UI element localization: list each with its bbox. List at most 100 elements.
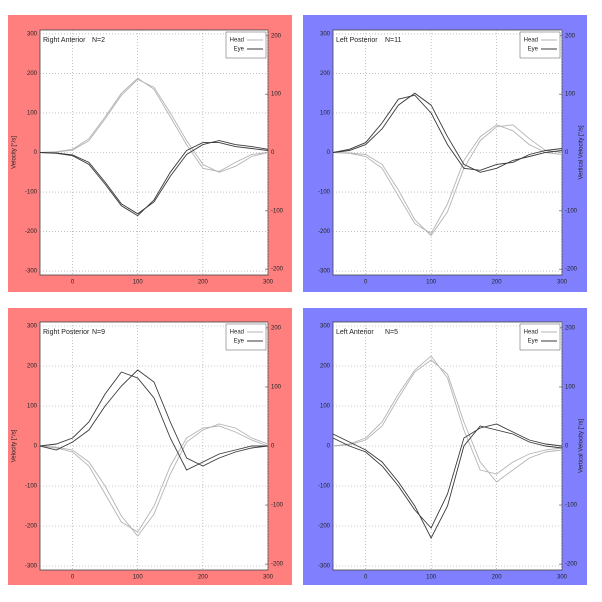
y-tick-label: -100: [318, 484, 331, 490]
legend-label: Eye: [528, 47, 539, 53]
y-tick-label: -300: [25, 269, 38, 275]
y-tick-label: -200: [25, 229, 38, 235]
trace: [40, 425, 268, 533]
x-tick-label: 300: [557, 575, 568, 581]
y2-tick-label: -100: [565, 503, 578, 509]
x-tick-label: 200: [492, 575, 503, 581]
trace: [333, 94, 562, 171]
y2-tick-label: 0: [271, 150, 275, 156]
y-tick-label: 300: [27, 32, 38, 38]
trace: [333, 92, 562, 173]
panel-annotation: N=9: [92, 329, 105, 336]
y-tick-label: 100: [320, 111, 331, 117]
legend-label: Eye: [234, 47, 245, 53]
y-tick-label: -100: [25, 484, 38, 490]
y-tick-label: -200: [25, 524, 38, 530]
y-tick-label: 0: [327, 444, 331, 450]
panel: 0 100 200 300 -300 -200 -100 0 100 200 300 -200 -100…: [8, 15, 292, 292]
trace: [40, 140, 268, 215]
traces: [333, 92, 562, 237]
trace: [40, 142, 268, 217]
x-tick-label: 200: [198, 575, 209, 581]
y2-tick-label: -100: [271, 208, 284, 214]
panel: 0 100 200 300 -300 -200 -100 0 100 200 300 -200 -100…: [8, 308, 292, 585]
x-tick-label: 0: [364, 280, 368, 286]
y2-tick-label: -200: [565, 562, 578, 568]
trace: [333, 423, 562, 529]
y2-tick-label: -100: [271, 503, 284, 509]
y2-tick-label: 0: [565, 444, 569, 450]
y2-tick-label: 100: [271, 92, 282, 98]
y-tick-label: 200: [27, 71, 38, 77]
y-tick-label: -200: [318, 229, 331, 235]
y2-tick-label: 100: [271, 385, 282, 391]
y-axis-label: Velocity [°/s]: [12, 136, 18, 169]
y-tick-label: -300: [318, 269, 331, 275]
x-tick-label: 100: [133, 575, 144, 581]
legend-box: [225, 323, 267, 351]
panel: 0 100 200 300 -300 -200 -100 0 100 200 300 -200 -100…: [303, 308, 587, 585]
x-tick-label: 300: [557, 280, 568, 286]
panel-annotation: N=11: [385, 37, 402, 44]
y-axis-label: Velocity [°/s]: [12, 429, 18, 462]
y2-tick-label: -200: [271, 562, 284, 568]
trace: [40, 423, 268, 537]
y2-tick-label: -200: [271, 267, 284, 273]
trace: [333, 425, 562, 539]
y2-tick-label: -100: [565, 208, 578, 214]
legend-label: Head: [524, 38, 538, 44]
legend-box: [519, 323, 561, 351]
y2-tick-label: 0: [565, 150, 569, 156]
y-tick-label: 200: [320, 71, 331, 77]
trace: [333, 124, 562, 235]
panel-annotation: N=5: [385, 329, 398, 336]
legend-box: [519, 31, 561, 59]
y-tick-label: -100: [25, 190, 38, 196]
x-tick-label: 0: [71, 280, 75, 286]
y2-tick-label: 200: [565, 33, 576, 39]
legend-label: Head: [230, 330, 244, 336]
legend-box: [225, 31, 267, 59]
panel-title: Right Anterior: [43, 37, 86, 44]
y-tick-label: 200: [320, 364, 331, 370]
x-tick-label: 100: [133, 280, 144, 286]
y-tick-label: 0: [34, 444, 38, 450]
legend-label: Head: [524, 330, 538, 336]
y-tick-label: 0: [327, 150, 331, 156]
x-tick-label: 300: [263, 575, 274, 581]
y-tick-label: 100: [320, 404, 331, 410]
y-tick-label: -100: [318, 190, 331, 196]
x-tick-label: 100: [426, 575, 437, 581]
panel-title: Right Posterior: [43, 329, 90, 336]
y2-tick-label: -200: [565, 267, 578, 273]
panel: 0 100 200 300 -300 -200 -100 0 100 200 300 -200 -100…: [303, 15, 587, 292]
y-tick-label: 100: [27, 404, 38, 410]
trace: [40, 77, 268, 172]
y-tick-label: -300: [318, 564, 331, 570]
traces: [333, 355, 562, 539]
y-tick-label: 300: [27, 324, 38, 330]
y-tick-label: -300: [25, 564, 38, 570]
y-tick-label: 100: [27, 111, 38, 117]
trace: [333, 355, 562, 475]
trace: [333, 124, 562, 237]
panel-annotation: N=2: [92, 37, 105, 44]
panel-title: Left Posterior: [336, 37, 378, 44]
x-tick-label: 0: [364, 575, 368, 581]
y2-tick-label: 0: [271, 444, 275, 450]
x-tick-label: 300: [263, 280, 274, 286]
x-tick-label: 200: [198, 280, 209, 286]
y-tick-label: 300: [320, 324, 331, 330]
y2-axis-label: Vertical Velocity [°/s]: [579, 419, 585, 473]
panel-title: Left Anterior: [336, 329, 374, 336]
legend-label: Head: [230, 38, 244, 44]
x-tick-label: 0: [71, 575, 75, 581]
y2-tick-label: 100: [565, 92, 576, 98]
y2-tick-label: 200: [271, 325, 282, 331]
trace: [40, 369, 268, 467]
trace: [333, 359, 562, 483]
y2-tick-label: 200: [565, 325, 576, 331]
traces: [40, 369, 268, 537]
trace: [40, 371, 268, 471]
